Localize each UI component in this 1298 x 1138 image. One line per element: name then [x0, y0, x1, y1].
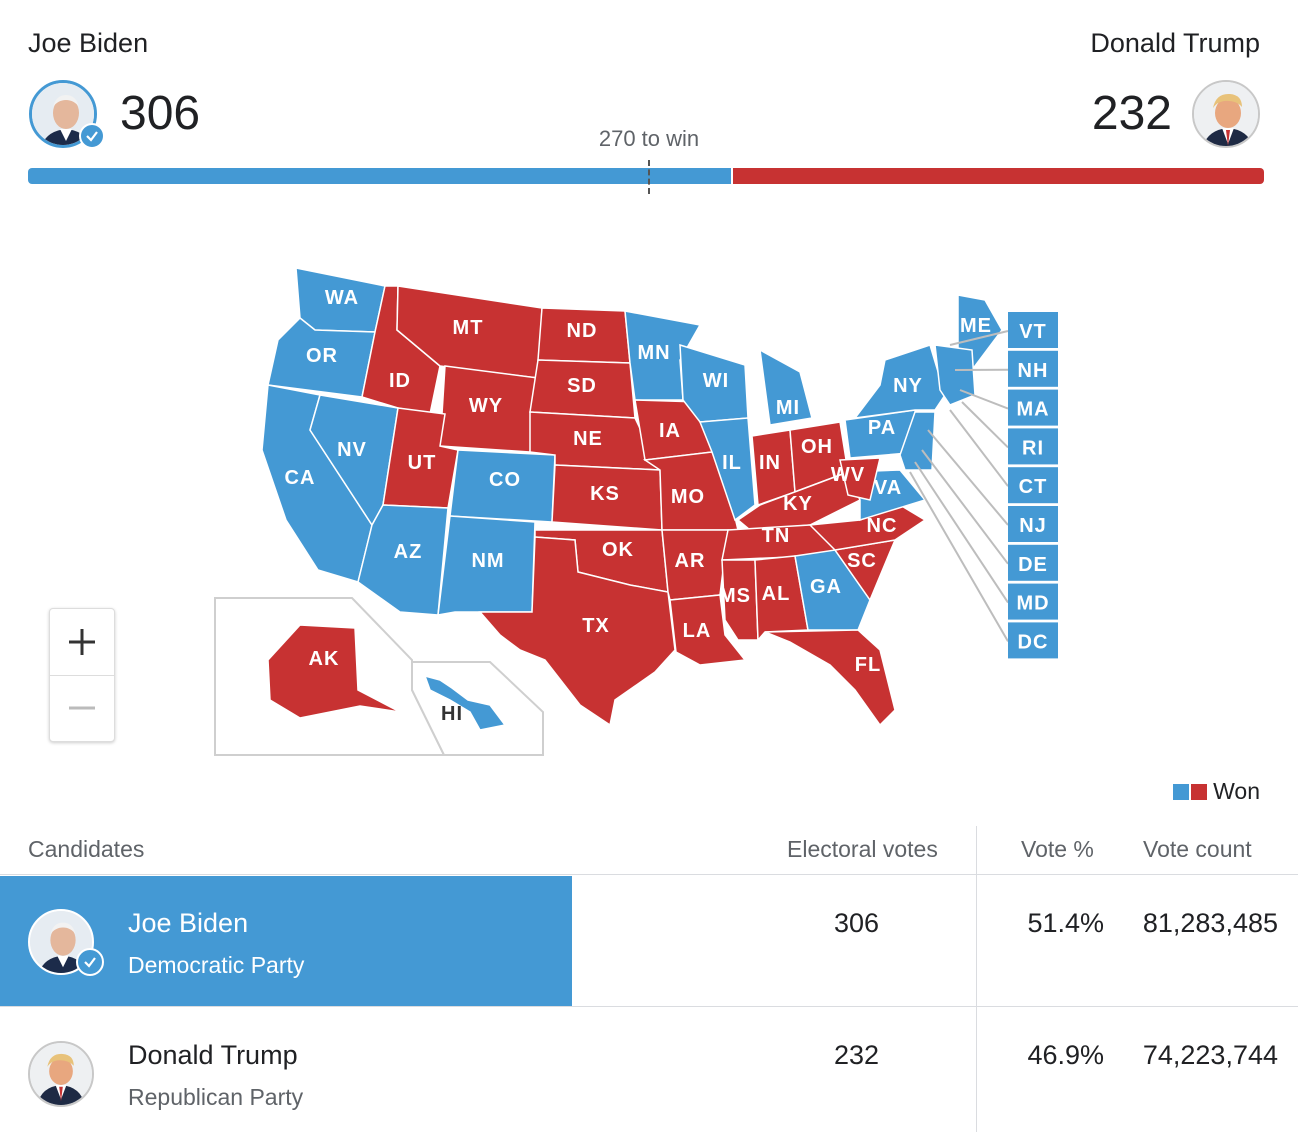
state-label-al: AL — [762, 583, 791, 605]
state-label-wi: WI — [703, 370, 729, 392]
row-candidate-name: Joe Biden — [128, 908, 248, 939]
row-electoral-votes: 232 — [834, 1040, 879, 1071]
state-label-ks: KS — [590, 483, 620, 505]
state-label-il: IL — [722, 452, 742, 474]
row-vote-count: 81,283,485 — [1143, 908, 1278, 939]
table-row-biden[interactable]: Joe Biden Democratic Party 306 51.4% 81,… — [0, 876, 1298, 1006]
callout-label-nj: NJ — [1019, 515, 1047, 537]
state-label-wy: WY — [469, 395, 503, 417]
plus-icon — [67, 627, 97, 657]
trump-row-portrait — [30, 1043, 92, 1105]
state-label-az: AZ — [394, 541, 423, 563]
state-label-oh: OH — [801, 436, 833, 458]
state-label-ia: IA — [659, 420, 681, 442]
callout-label-ri: RI — [1022, 437, 1044, 459]
callout-line-ri — [962, 402, 1008, 447]
header-vote-pct: Vote % — [1021, 836, 1094, 863]
state-label-wv: WV — [831, 464, 865, 486]
state-label-pa: PA — [868, 417, 896, 439]
legend-label: Won — [1213, 778, 1260, 805]
legend-swatches — [1173, 784, 1207, 800]
state-label-mo: MO — [671, 486, 705, 508]
callout-label-vt: VT — [1019, 321, 1047, 343]
state-label-ok: OK — [602, 539, 634, 561]
callout-label-dc: DC — [1018, 631, 1049, 653]
state-label-tx: TX — [582, 615, 610, 637]
row-vote-pct: 51.4% — [1027, 908, 1104, 939]
state-label-tn: TN — [762, 525, 791, 547]
row-vote-count: 74,223,744 — [1143, 1040, 1278, 1071]
callout-label-ma: MA — [1016, 399, 1049, 421]
map-legend: Won — [1173, 778, 1260, 805]
state-fl[interactable] — [765, 630, 895, 725]
callout-label-nh: NH — [1018, 360, 1049, 382]
state-label-nv: NV — [337, 439, 367, 461]
callout-label-md: MD — [1016, 593, 1049, 615]
table-row-trump[interactable]: Donald Trump Republican Party 232 46.9% … — [0, 1008, 1298, 1138]
state-label-mt: MT — [453, 317, 484, 339]
map-zoom-control — [49, 608, 115, 742]
minus-icon — [67, 693, 97, 723]
state-label-or: OR — [306, 345, 338, 367]
zoom-in-button[interactable] — [50, 609, 114, 676]
state-label-ny: NY — [893, 375, 923, 397]
callout-line-md — [915, 462, 1008, 603]
row-candidate-name: Donald Trump — [128, 1040, 298, 1071]
callout-line-ct — [950, 410, 1008, 486]
state-label-hi: HI — [441, 703, 463, 725]
state-label-ut: UT — [408, 452, 437, 474]
callout-label-de: DE — [1018, 554, 1048, 576]
row-divider — [0, 1006, 1298, 1007]
state-label-me: ME — [960, 315, 992, 337]
state-label-ca: CA — [285, 467, 316, 489]
state-label-id: ID — [389, 370, 411, 392]
biden-row-check-icon — [76, 948, 104, 976]
state-label-co: CO — [489, 469, 521, 491]
state-label-ar: AR — [675, 550, 706, 572]
legend-swatch-republican — [1191, 784, 1207, 800]
state-label-in: IN — [759, 452, 781, 474]
state-label-wa: WA — [325, 287, 359, 309]
state-label-sc: SC — [847, 550, 877, 572]
zoom-out-button[interactable] — [50, 675, 114, 741]
state-label-ky: KY — [783, 493, 813, 515]
state-label-nm: NM — [471, 550, 504, 572]
row-vote-pct: 46.9% — [1027, 1040, 1104, 1071]
table-header-divider — [0, 874, 1298, 875]
callout-label-ct: CT — [1019, 476, 1048, 498]
state-label-la: LA — [683, 620, 712, 642]
state-label-ne: NE — [573, 428, 603, 450]
header-electoral-votes: Electoral votes — [787, 836, 938, 863]
header-vote-count: Vote count — [1143, 836, 1252, 863]
header-candidates: Candidates — [28, 836, 144, 863]
state-label-nd: ND — [567, 320, 598, 342]
state-label-ms: MS — [719, 585, 751, 607]
state-label-fl: FL — [855, 654, 881, 676]
row-party: Democratic Party — [128, 952, 304, 979]
row-party: Republican Party — [128, 1084, 303, 1111]
trump-row-avatar — [28, 1041, 94, 1107]
state-label-sd: SD — [567, 375, 597, 397]
us-electoral-map[interactable]: VT NH MA RI CT NJ DE MD DC WA OR CA NV ID MT WY UT AZ CO N… — [0, 0, 1298, 790]
state-label-nc: NC — [867, 515, 898, 537]
state-label-ak: AK — [309, 648, 340, 670]
state-label-va: VA — [874, 477, 902, 499]
state-label-mi: MI — [776, 397, 800, 419]
state-label-ga: GA — [810, 576, 842, 598]
row-electoral-votes: 306 — [834, 908, 879, 939]
callout-line-de — [922, 450, 1008, 564]
legend-swatch-democrat — [1173, 784, 1189, 800]
state-label-mn: MN — [637, 342, 670, 364]
